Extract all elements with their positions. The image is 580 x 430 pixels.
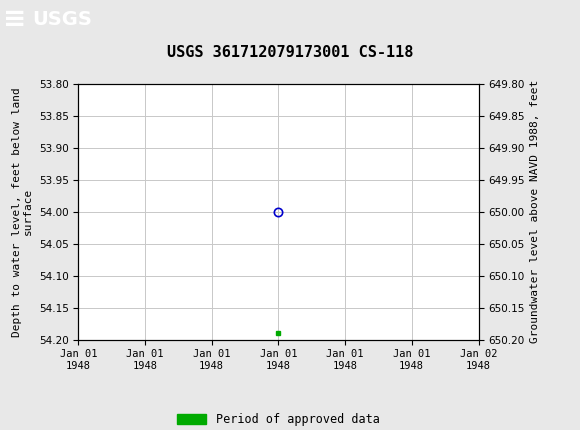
Y-axis label: Groundwater level above NAVD 1988, feet: Groundwater level above NAVD 1988, feet (530, 80, 541, 344)
Y-axis label: Depth to water level, feet below land
surface: Depth to water level, feet below land su… (12, 87, 33, 337)
Legend: Period of approved data: Period of approved data (172, 408, 385, 430)
Text: USGS: USGS (32, 10, 92, 29)
Text: ≡: ≡ (3, 5, 26, 34)
Text: USGS 361712079173001 CS-118: USGS 361712079173001 CS-118 (167, 45, 413, 60)
